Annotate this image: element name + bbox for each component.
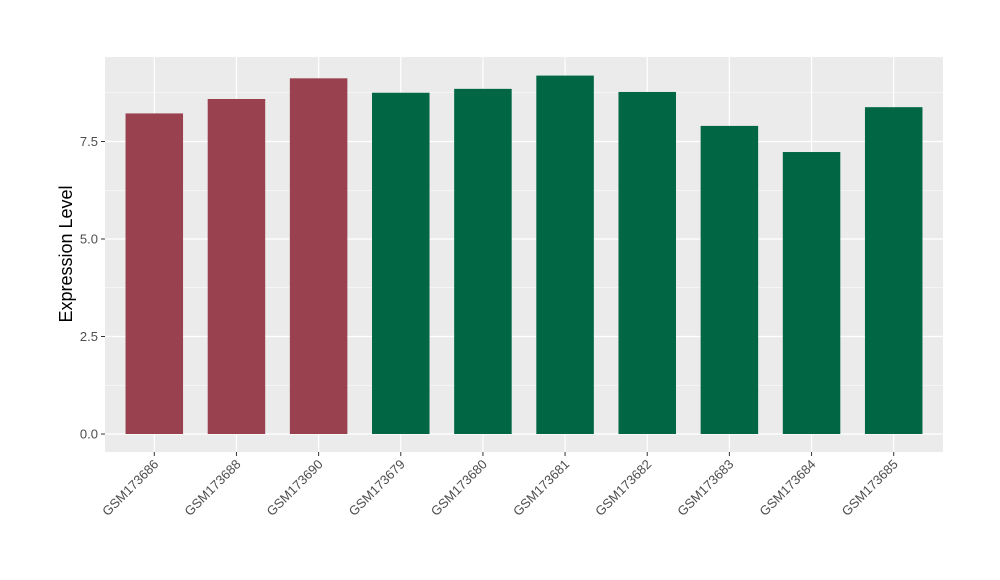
x-tick-label: GSM173680 <box>428 457 490 519</box>
bars <box>125 75 923 435</box>
y-tick-label: 0.0 <box>80 427 98 442</box>
bar <box>454 88 512 434</box>
bar <box>289 78 348 434</box>
x-tick-label: GSM173688 <box>181 457 243 519</box>
bar <box>536 75 594 434</box>
x-tick-label: GSM173690 <box>264 457 326 519</box>
y-tick-label: 7.5 <box>80 134 98 149</box>
x-tick-label: GSM173679 <box>346 457 408 519</box>
x-tick-label: GSM173682 <box>592 457 654 519</box>
bar <box>700 125 759 435</box>
bar <box>207 98 266 435</box>
y-tick-label: 5.0 <box>80 232 98 247</box>
bar <box>782 152 841 434</box>
y-axis-title: Expression Level <box>56 185 76 322</box>
x-axis: GSM173686 GSM173688 GSM173690 GSM173679 GSM1… <box>99 452 901 519</box>
x-tick-label: GSM173683 <box>674 457 736 519</box>
bar <box>372 92 430 434</box>
bar <box>125 113 184 435</box>
y-axis: 0.0 2.5 5.0 7.5 <box>80 134 105 442</box>
y-tick-label: 2.5 <box>80 329 98 344</box>
x-tick-label: GSM173684 <box>756 457 818 519</box>
bar <box>618 91 676 434</box>
x-tick-label: GSM173685 <box>839 457 901 519</box>
x-tick-label: GSM173681 <box>510 457 572 519</box>
x-tick-label: GSM173686 <box>99 457 161 519</box>
bar <box>864 107 923 435</box>
